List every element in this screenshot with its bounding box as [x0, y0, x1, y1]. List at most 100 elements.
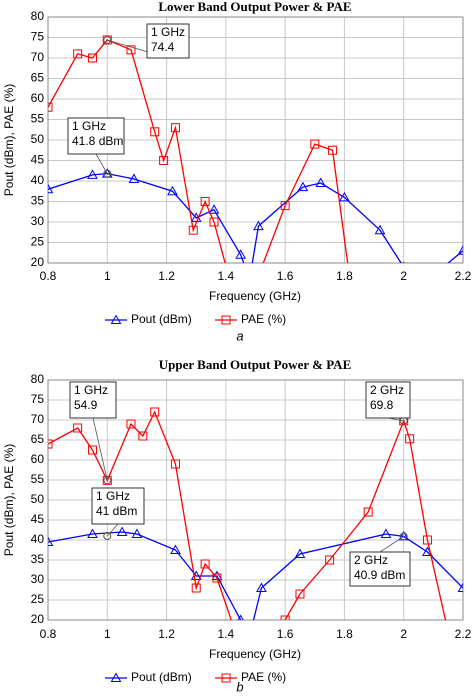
point-marker [159, 156, 169, 165]
point-marker [87, 53, 97, 63]
y-axis-label: Pout (dBm), PAE (%) [2, 444, 16, 556]
point-marker [48, 183, 54, 194]
point-marker [253, 220, 264, 231]
x-tick-label: 1 [104, 627, 111, 641]
point-marker [380, 528, 392, 538]
point-marker [363, 507, 373, 517]
plot-frame [47, 16, 464, 264]
y-tick-label: 75 [31, 392, 45, 406]
point-marker [128, 173, 140, 183]
point-marker [73, 49, 83, 59]
x-tick-label: 0.8 [40, 269, 57, 283]
point-marker [297, 181, 309, 192]
annotation-text: 1 GHz [74, 383, 108, 397]
legend-marker [110, 672, 122, 682]
point-marker [116, 526, 128, 536]
y-tick-label: 35 [31, 194, 45, 208]
legend-label: Pout (dBm) [131, 312, 192, 326]
y-tick-label: 45 [31, 153, 45, 167]
annotation-box [69, 381, 117, 419]
x-tick-label: 1.2 [158, 627, 175, 641]
legend-marker [221, 315, 231, 325]
annotation-point [399, 532, 408, 541]
annotation-text: 40.9 dBm [354, 568, 405, 582]
point-marker [200, 197, 210, 206]
point-marker [167, 185, 178, 196]
x-tick-label: 1.6 [277, 627, 294, 641]
y-tick-label: 80 [31, 372, 45, 386]
annotation-point [103, 169, 112, 178]
x-tick-label: 2.2 [455, 627, 472, 641]
point-marker [188, 225, 198, 235]
annotation-text: 41 dBm [96, 504, 137, 518]
y-tick-label: 20 [31, 255, 45, 269]
y-tick-label: 70 [31, 50, 45, 64]
plot-frame [47, 379, 464, 621]
point-marker [150, 127, 160, 137]
chart-title: Lower Band Output Power & PAE [158, 0, 351, 14]
caption: a [236, 328, 243, 343]
point-marker [48, 102, 53, 112]
point-marker [310, 139, 320, 149]
point-marker [252, 280, 260, 288]
annotation-text: 2 GHz [354, 553, 388, 567]
annotation-box [146, 23, 190, 59]
annotation-box [349, 551, 411, 587]
legend-marker [221, 673, 231, 683]
point-marker [457, 245, 463, 255]
y-tick-label: 65 [31, 432, 45, 446]
y-tick-label: 25 [31, 592, 45, 606]
legend-label: PAE (%) [241, 670, 286, 684]
chart-title: Upper Band Output Power & PAE [159, 357, 352, 372]
y-tick-label: 45 [31, 512, 45, 526]
y-tick-label: 40 [31, 532, 45, 546]
x-tick-label: 2 [400, 269, 407, 283]
x-tick-label: 1.8 [336, 269, 353, 283]
series-line [48, 410, 447, 620]
y-tick-label: 80 [31, 9, 45, 23]
point-marker [200, 559, 210, 569]
point-marker [126, 45, 136, 55]
plot-area [48, 407, 463, 620]
annotation-text: 1 GHz [72, 119, 106, 133]
point-marker [170, 123, 180, 133]
point-marker [237, 614, 244, 620]
point-marker [87, 169, 98, 179]
point-marker [328, 145, 338, 155]
y-tick-label: 60 [31, 452, 45, 466]
point-marker [374, 224, 386, 235]
point-marker [339, 191, 350, 202]
point-marker [209, 217, 219, 227]
annotation-point [103, 532, 112, 540]
x-tick-label: 1 [104, 269, 111, 283]
point-marker [87, 528, 98, 538]
legend-marker [110, 314, 122, 324]
annotation-text: 54.9 [74, 398, 98, 412]
x-tick-label: 1.4 [218, 269, 235, 283]
annotation-box [67, 117, 125, 155]
point-marker [150, 407, 160, 417]
point-marker [245, 275, 254, 283]
point-marker [429, 271, 438, 279]
point-marker [280, 615, 290, 620]
point-marker [73, 423, 83, 433]
point-marker [48, 439, 53, 449]
point-marker [294, 548, 306, 558]
y-tick-label: 25 [31, 235, 45, 249]
annotation-leader [106, 523, 119, 537]
point-marker [126, 419, 136, 429]
annotation-text: 69.8 [370, 398, 394, 412]
point-marker [422, 535, 432, 545]
y-axis-label: Pout (dBm), PAE (%) [2, 84, 16, 196]
y-tick-label: 55 [31, 472, 45, 486]
annotation-text: 41.8 dBm [72, 134, 123, 148]
point-marker [295, 589, 305, 599]
x-tick-label: 1.8 [336, 627, 353, 641]
y-tick-label: 70 [31, 412, 45, 426]
x-tick-label: 2 [400, 627, 407, 641]
annotation-text: 74.4 [151, 40, 175, 54]
annotation-leader [92, 417, 108, 481]
point-marker [170, 544, 181, 554]
x-axis-label: Frequency (GHz) [209, 647, 301, 661]
y-tick-label: 60 [31, 91, 45, 105]
